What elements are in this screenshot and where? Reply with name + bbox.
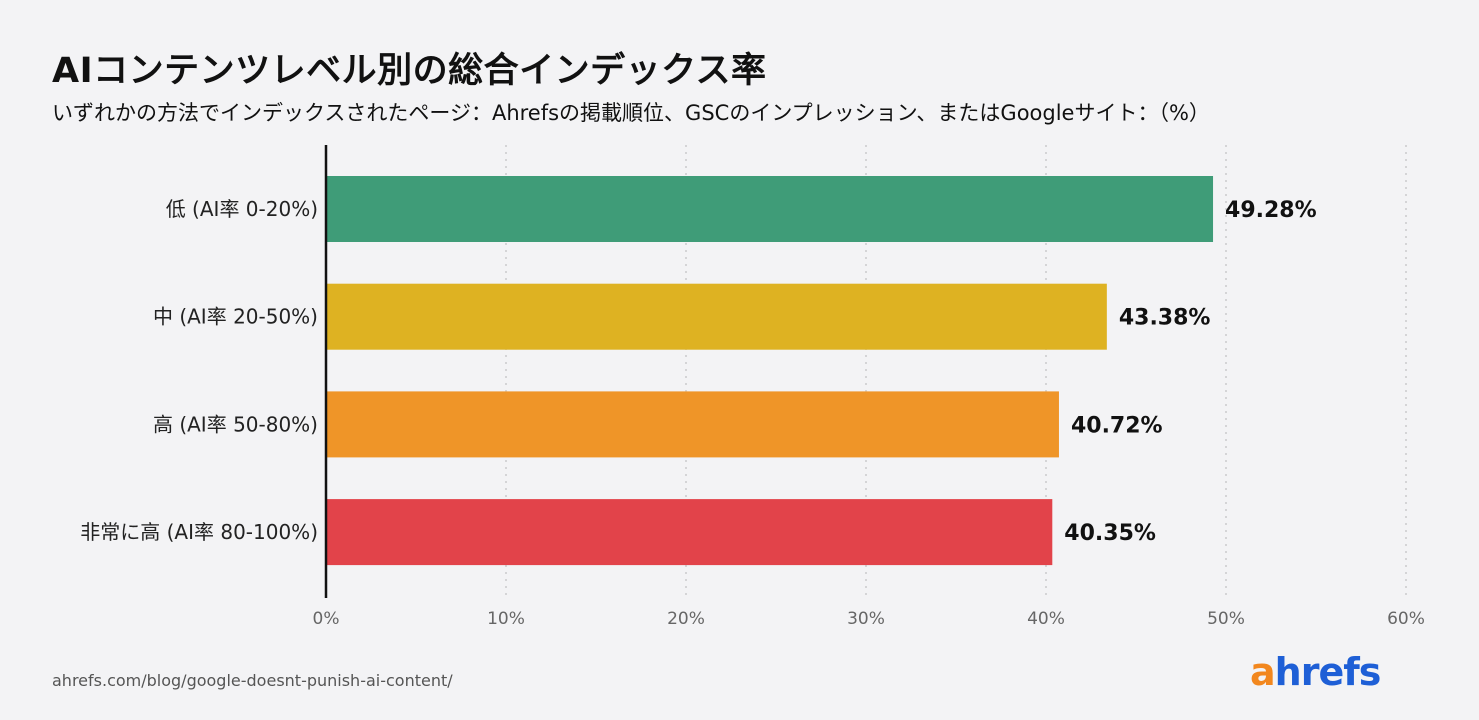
chart-subtitle: いずれかの方法でインデックスされたページ：Ahrefsの掲載順位、GSCのインプ… [52,101,1210,125]
x-tick-label: 30% [847,609,885,629]
source-url[interactable]: ahrefs.com/blog/google-doesnt-punish-ai-… [52,671,453,690]
data-label: 49.28% [1225,198,1317,223]
category-label: 非常に高 (AI率 80-100%) [80,520,318,544]
bar [326,499,1053,566]
x-tick-label: 50% [1207,609,1245,629]
x-tick-label: 20% [667,609,705,629]
bar [326,391,1059,458]
logo-a: a [1250,650,1276,694]
bar [326,283,1107,350]
data-label: 40.35% [1064,521,1156,546]
bar [326,176,1214,242]
x-tick-label: 60% [1387,609,1425,629]
data-label: 40.72% [1071,413,1163,438]
data-label: 43.38% [1119,306,1211,331]
category-label: 高 (AI率 50-80%) [153,412,318,436]
x-tick-label: 40% [1027,609,1065,629]
category-label: 中 (AI率 20-50%) [153,305,318,329]
category-label: 低 (AI率 0-20%) [166,197,318,221]
x-tick-label: 0% [313,609,340,629]
chart-title: AIコンテンツレベル別の総合インデックス率 [52,51,767,91]
ahrefs-logo: ahrefs [1250,650,1382,694]
logo-hrefs: hrefs [1274,650,1382,694]
x-tick-label: 10% [487,609,525,629]
